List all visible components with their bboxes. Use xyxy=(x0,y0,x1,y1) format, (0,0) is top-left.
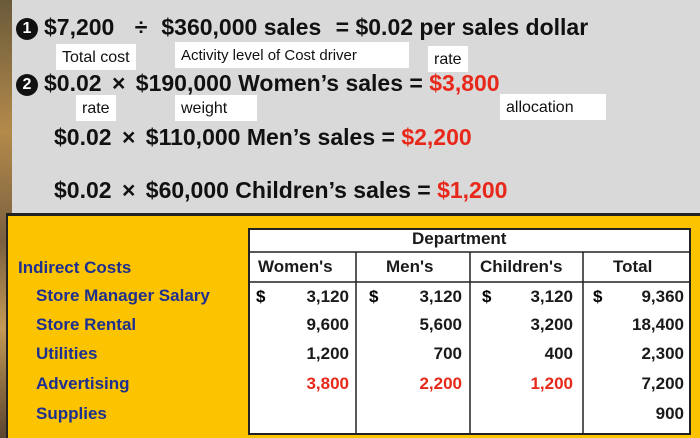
bullet-1-icon: 1 xyxy=(16,18,38,40)
table-cell: 5,600 xyxy=(419,315,462,334)
formula-line-womens: 2 $0.02 × $190,000 Women’s sales = $3,800 xyxy=(16,70,500,97)
table-cell: 7,200 xyxy=(641,374,684,393)
table-cell: 3,200 xyxy=(530,315,573,334)
dollar-sign: $ xyxy=(482,287,492,306)
table-cell: 900 xyxy=(655,404,684,423)
times-op: × xyxy=(111,70,126,96)
label-allocation: allocation xyxy=(500,94,606,120)
times-op: × xyxy=(121,177,136,203)
label-weight: weight xyxy=(175,95,257,121)
row-label: Utilities xyxy=(36,344,98,363)
label-rate-1: rate xyxy=(428,46,468,72)
col-total: Total xyxy=(613,257,653,276)
label-activity: Activity level of Cost driver xyxy=(175,42,409,68)
table-grid xyxy=(248,228,691,435)
driver: $360,000 sales xyxy=(161,14,322,40)
label-rate-2: rate xyxy=(76,95,116,121)
department-header: Department xyxy=(412,229,507,248)
row-label: Store Rental xyxy=(36,315,137,334)
childrens-base: $60,000 Children’s sales = xyxy=(145,177,431,203)
col-childrens: Children's xyxy=(480,257,563,276)
row-label: Supplies xyxy=(36,404,107,423)
childrens-allocation: $1,200 xyxy=(437,177,508,203)
table-cell: 18,400 xyxy=(632,315,684,334)
col-womens: Women's xyxy=(258,257,333,276)
table-cell: 700 xyxy=(433,344,462,363)
result: = $0.02 per sales dollar xyxy=(335,14,589,40)
label-total-cost: Total cost xyxy=(56,44,136,70)
table-cell: 1,200 xyxy=(530,374,573,393)
mens-allocation: $2,200 xyxy=(401,124,472,150)
table-cell: 9,360 xyxy=(641,287,684,306)
womens-allocation: $3,800 xyxy=(429,70,500,96)
table-cell: 3,800 xyxy=(306,374,349,393)
cost: $7,200 xyxy=(44,14,115,40)
table-cell: 3,120 xyxy=(530,287,573,306)
table-grid-lines xyxy=(250,251,689,433)
mens-base: $110,000 Men’s sales = xyxy=(145,124,395,150)
formula-line-childrens: $0.02 × $60,000 Children’s sales = $1,20… xyxy=(54,177,507,204)
dollar-sign: $ xyxy=(593,287,603,306)
table-cell: 3,120 xyxy=(419,287,462,306)
table-cell: 2,200 xyxy=(419,374,462,393)
table-cell: 2,300 xyxy=(641,344,684,363)
rate-value: $0.02 xyxy=(44,70,102,96)
rate-value: $0.02 xyxy=(54,124,112,150)
indirect-costs-header: Indirect Costs xyxy=(18,258,132,277)
formula-line-mens: $0.02 × $110,000 Men’s sales = $2,200 xyxy=(54,124,472,151)
col-mens: Men's xyxy=(386,257,434,276)
row-label: Store Manager Salary xyxy=(36,286,210,305)
times-op: × xyxy=(121,124,136,150)
dollar-sign: $ xyxy=(369,287,379,306)
table-cell: 1,200 xyxy=(306,344,349,363)
rate-value: $0.02 xyxy=(54,177,112,203)
table-cell: 3,120 xyxy=(306,287,349,306)
table-cell: 400 xyxy=(544,344,573,363)
divide-op: ÷ xyxy=(134,14,148,40)
womens-base: $190,000 Women’s sales = xyxy=(135,70,423,96)
table-cell: 9,600 xyxy=(306,315,349,334)
dollar-sign: $ xyxy=(256,287,266,306)
formula-line-1: 1 $7,200 ÷ $360,000 sales = $0.02 per sale… xyxy=(16,14,588,41)
bullet-2-icon: 2 xyxy=(16,74,38,96)
row-label: Advertising xyxy=(36,374,130,393)
